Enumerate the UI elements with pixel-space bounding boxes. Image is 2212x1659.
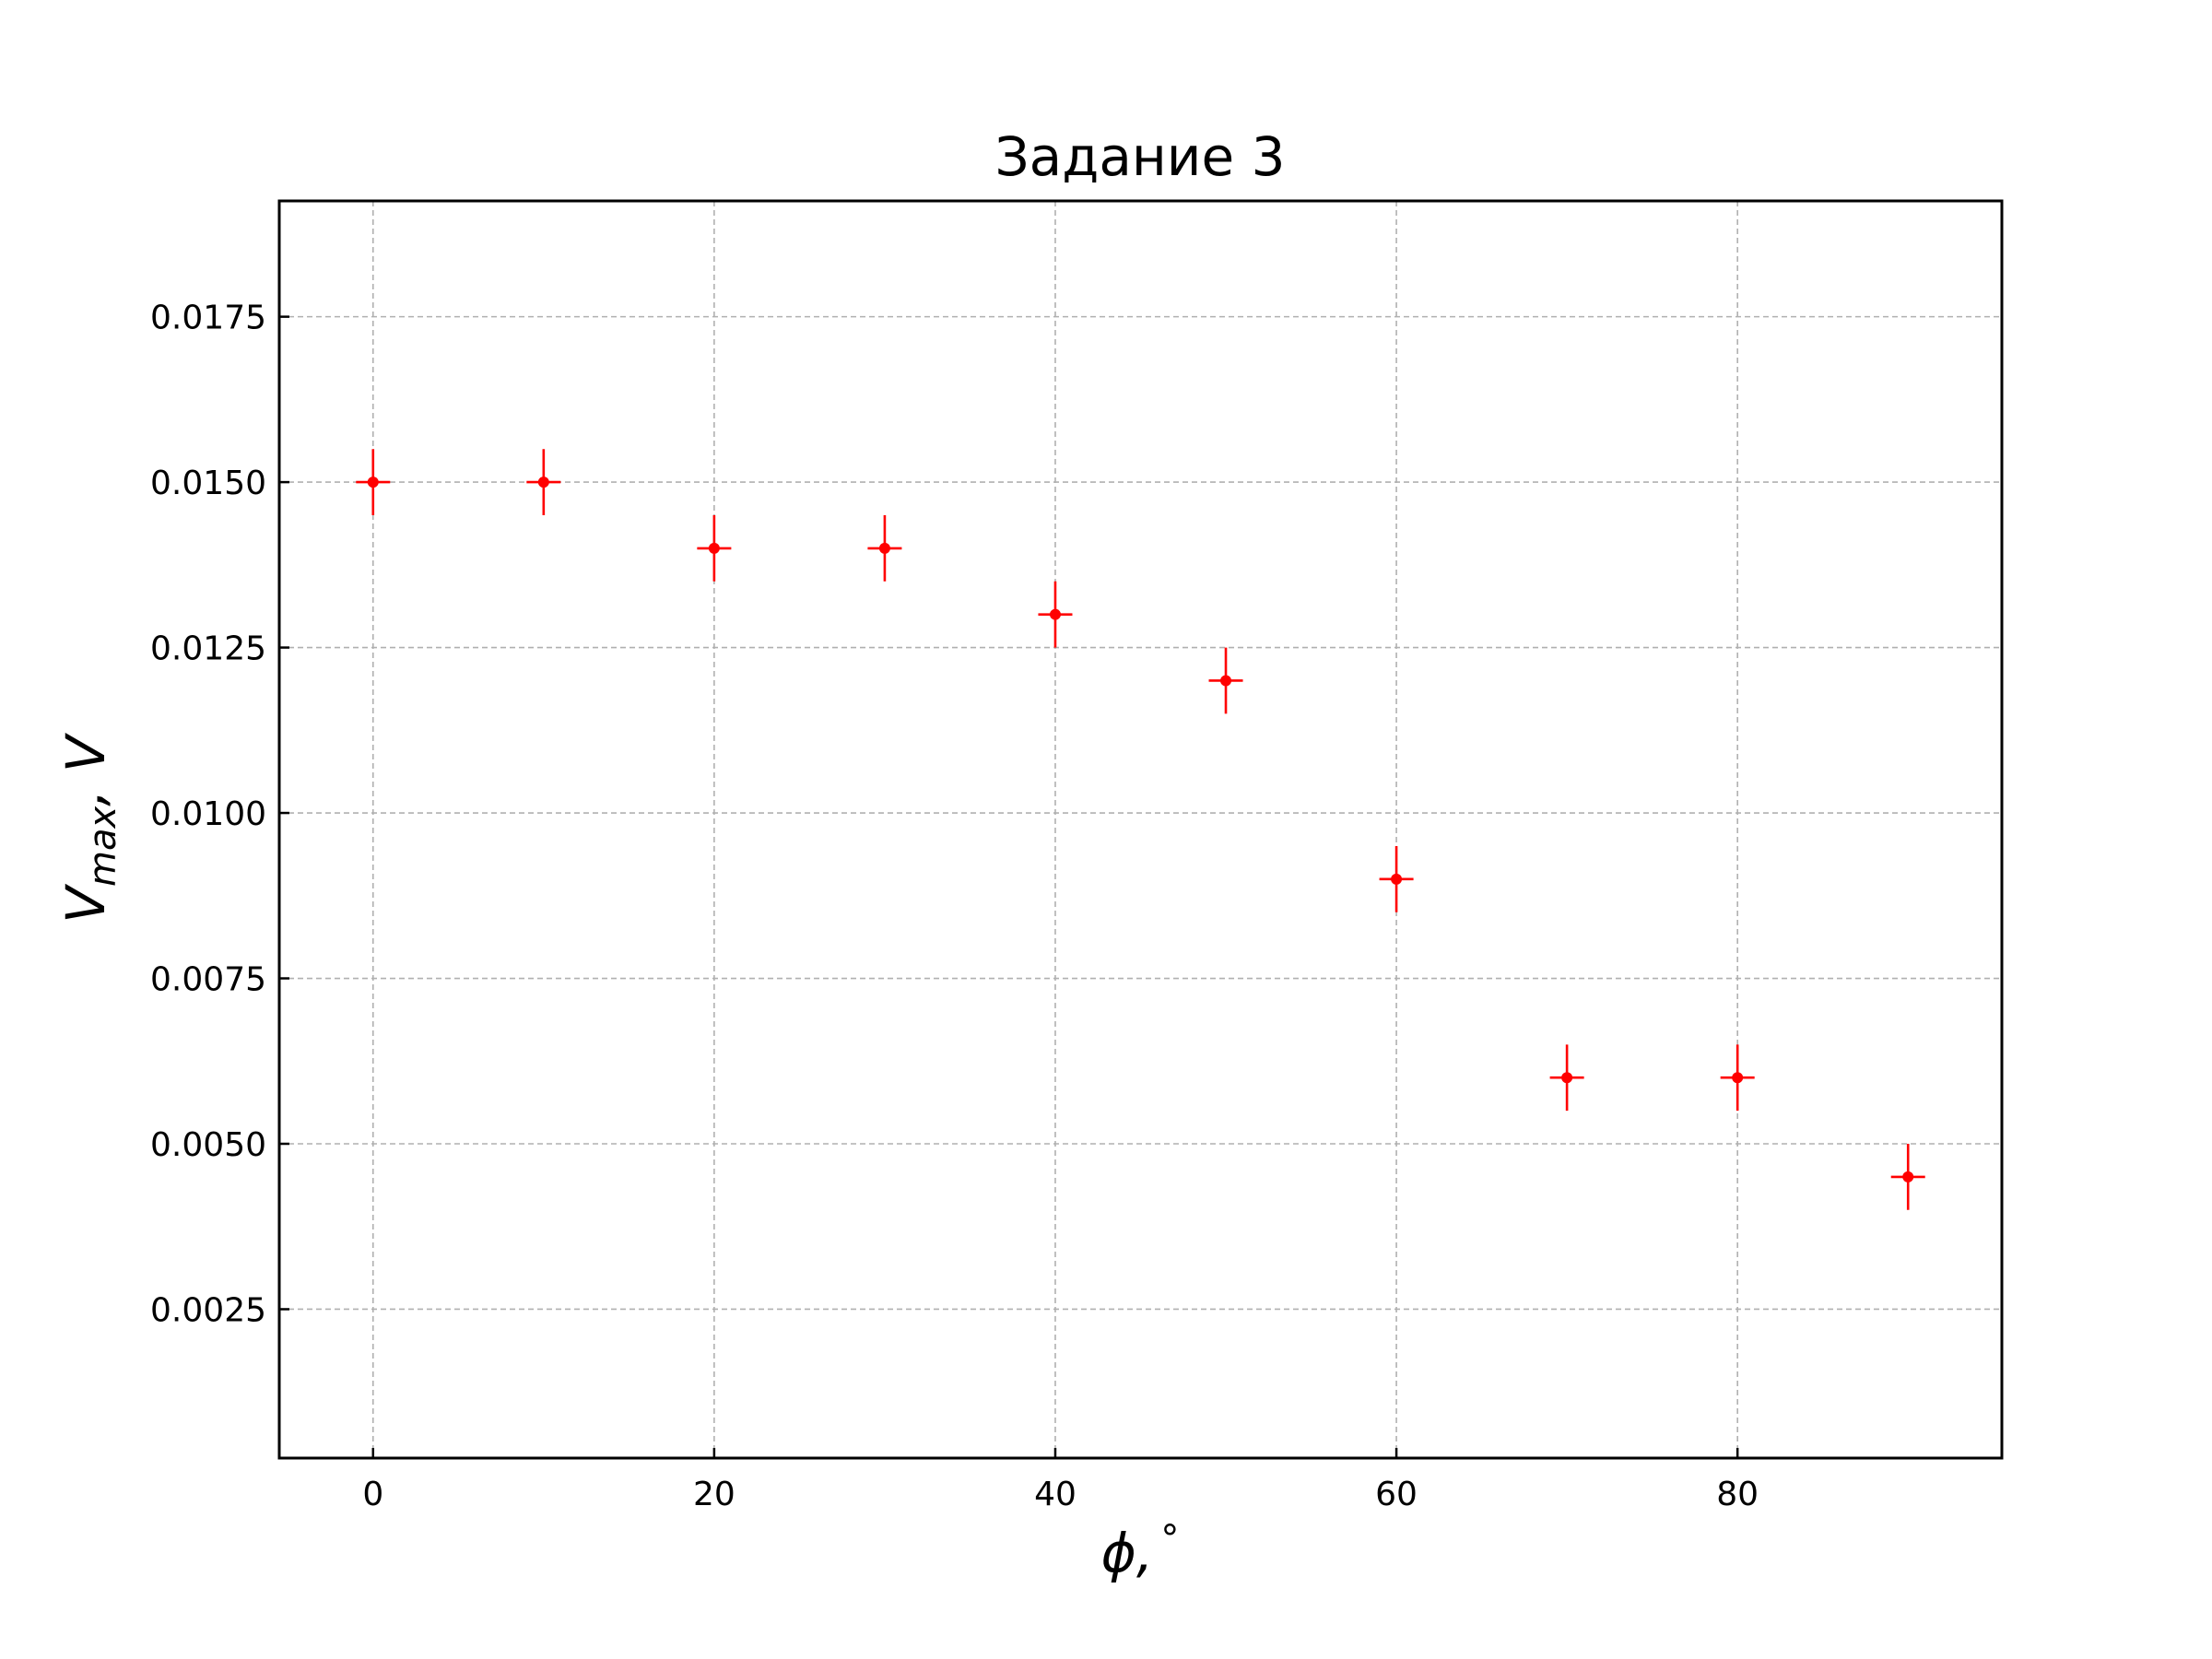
x-tick-label: 60 — [1375, 1476, 1418, 1513]
y-tick-label: 0.0050 — [150, 1126, 266, 1164]
svg-text:Vmax, V: Vmax, V — [54, 732, 124, 924]
data-point — [356, 449, 391, 515]
point-marker — [537, 477, 549, 488]
y-tick-label: 0.0125 — [150, 630, 266, 668]
data-point — [1379, 845, 1414, 912]
data-point — [526, 449, 561, 515]
plot-frame — [277, 199, 2004, 1460]
grid-layer — [279, 201, 2002, 1458]
y-tick-label: 0.0100 — [150, 795, 266, 833]
point-marker — [1902, 1171, 1914, 1182]
ticks-layer: 0 20 40 60 80 0.0025 0.0050 0.0075 0.0100 0.0125 0… — [150, 300, 1759, 1513]
point-marker — [708, 542, 720, 554]
point-marker — [1561, 1072, 1573, 1084]
point-marker — [1732, 1072, 1744, 1084]
point-marker — [878, 542, 890, 554]
x-tick-label: 80 — [1716, 1476, 1759, 1513]
x-axis-label: ϕ, ° — [1101, 1518, 1180, 1584]
y-tick-label: 0.0150 — [150, 465, 266, 502]
point-marker — [367, 477, 379, 488]
data-point — [1038, 581, 1073, 648]
data-point — [1890, 1144, 1925, 1210]
data-point — [1720, 1044, 1755, 1112]
y-tick-label: 0.0075 — [150, 961, 266, 999]
point-marker — [1391, 873, 1403, 885]
x-tick-label: 40 — [1034, 1476, 1077, 1513]
data-point — [867, 515, 902, 582]
y-tick-label: 0.0025 — [150, 1291, 266, 1329]
data-layer — [356, 449, 1925, 1210]
point-marker — [1220, 675, 1232, 687]
point-marker — [1049, 608, 1061, 620]
data-point — [697, 515, 732, 582]
y-tick-label: 0.0175 — [150, 300, 266, 337]
x-tick-label: 0 — [362, 1476, 383, 1513]
data-point — [1549, 1044, 1584, 1112]
x-tick-label: 20 — [693, 1476, 735, 1513]
y-axis-label: Vmax, V — [54, 732, 124, 924]
chart-title: Задание 3 — [994, 125, 1285, 188]
data-point — [1208, 647, 1243, 714]
